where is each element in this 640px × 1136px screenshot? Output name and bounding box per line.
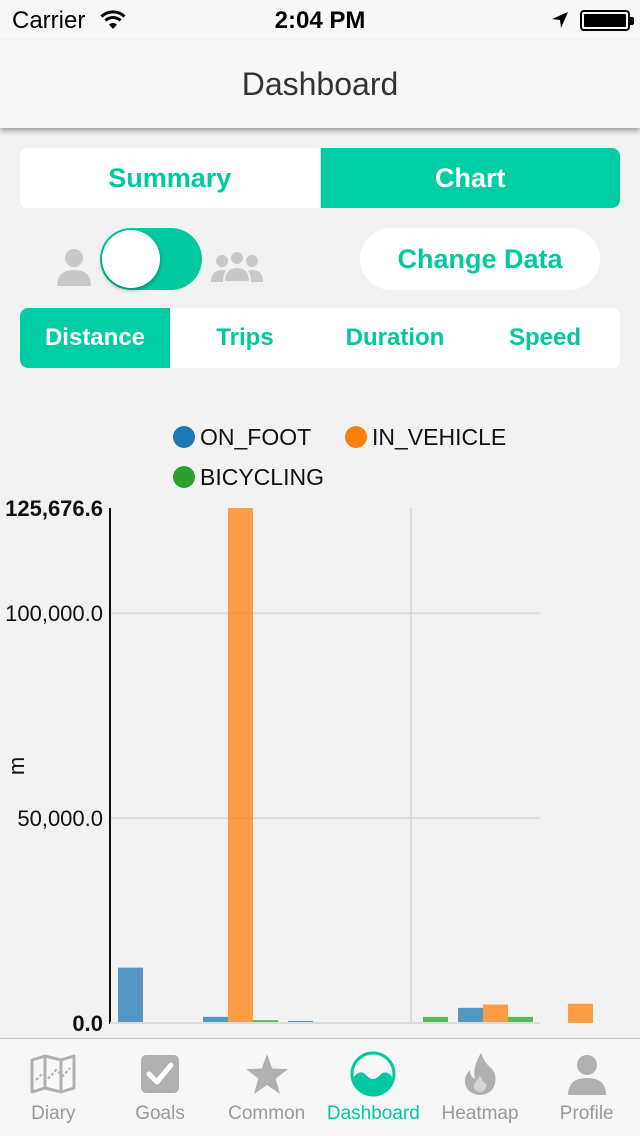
y-tick-label: 50,000.0 [17, 806, 103, 831]
tab-speed[interactable]: Speed [508, 324, 582, 351]
bar-on-foot[interactable] [288, 1020, 313, 1023]
group-people-icon [211, 250, 263, 283]
legend-label: BICYCLING [200, 464, 324, 490]
status-bar: Carrier 2:04 PM [0, 0, 640, 40]
tab-diary[interactable]: Diary [0, 1039, 107, 1136]
person-icon [567, 1055, 606, 1095]
aggregate-toggle[interactable] [100, 228, 202, 290]
distance-bar-chart: 0.0 50,000.0 100,000.0 125,676.6 m ON_FOOT IN… [4, 424, 593, 1036]
bar-on-foot[interactable] [203, 1016, 228, 1023]
chart-legend: ON_FOOT IN_VEHICLE BICYCLING [173, 424, 506, 490]
legend-item[interactable]: ON_FOOT [173, 424, 311, 450]
metric-tabs: Distance Trips Duration Speed [20, 308, 620, 368]
bar-on-foot[interactable] [458, 1007, 483, 1023]
legend-item[interactable]: BICYCLING [173, 464, 324, 490]
bar-in-vehicle[interactable] [228, 508, 253, 1023]
checkbox-icon [141, 1055, 179, 1093]
legend-swatch [173, 426, 195, 448]
flame-icon [464, 1053, 496, 1095]
tab-distance[interactable]: Distance [20, 308, 170, 368]
legend-label: ON_FOOT [200, 424, 311, 450]
bar-bicycling[interactable] [253, 1020, 278, 1023]
tab-label: Heatmap [441, 1103, 519, 1124]
y-tick-label: 125,676.6 [5, 496, 103, 521]
map-icon [30, 1054, 76, 1094]
bar-bicycling[interactable] [508, 1016, 533, 1023]
tab-profile[interactable]: Profile [533, 1039, 640, 1136]
page-title: Dashboard [241, 66, 399, 102]
tab-common[interactable]: Common [213, 1039, 320, 1136]
tab-bar: Diary Goals Common Dashboard [0, 1038, 640, 1136]
tab-dashboard[interactable]: Dashboard [320, 1039, 427, 1136]
tab-label: Diary [31, 1103, 76, 1124]
view-segmented-control: Summary Chart [20, 148, 620, 208]
toggle-knob [102, 230, 160, 288]
wave-icon [350, 1051, 396, 1097]
tab-label: Dashboard [326, 1103, 420, 1124]
tab-duration[interactable]: Duration [345, 324, 445, 351]
tab-goals[interactable]: Goals [107, 1039, 214, 1136]
clock: 2:04 PM [274, 7, 366, 34]
chart-grid [110, 508, 540, 1023]
chart-axes: 0.0 50,000.0 100,000.0 125,676.6 m [4, 496, 540, 1036]
chart-bars [118, 508, 593, 1023]
legend-swatch [173, 466, 195, 488]
bar-in-vehicle[interactable] [483, 1004, 508, 1023]
battery-icon [580, 10, 634, 31]
y-axis-label: m [4, 757, 29, 775]
bar-bicycling[interactable] [423, 1016, 448, 1023]
bar-on-foot[interactable] [118, 967, 143, 1023]
bar-in-vehicle[interactable] [568, 1003, 593, 1023]
tab-heatmap[interactable]: Heatmap [427, 1039, 534, 1136]
chart-segment[interactable]: Chart [319, 148, 620, 208]
location-arrow-icon [552, 12, 568, 28]
summary-segment[interactable]: Summary [20, 148, 320, 208]
tab-label: Profile [559, 1103, 614, 1124]
y-tick-label: 0.0 [72, 1011, 103, 1036]
star-icon [245, 1054, 288, 1094]
legend-label: IN_VEHICLE [372, 424, 506, 450]
wifi-icon [100, 10, 126, 29]
tab-label: Goals [135, 1103, 185, 1124]
tab-label: Common [228, 1103, 306, 1124]
navigation-bar: Dashboard [0, 40, 640, 128]
legend-item[interactable]: IN_VEHICLE [345, 424, 506, 450]
legend-swatch [345, 426, 367, 448]
carrier-label: Carrier [12, 7, 86, 34]
tab-trips[interactable]: Trips [216, 324, 274, 351]
change-data-button[interactable]: Change Data [360, 228, 600, 290]
single-person-icon [57, 249, 91, 286]
y-tick-label: 100,000.0 [5, 601, 103, 626]
